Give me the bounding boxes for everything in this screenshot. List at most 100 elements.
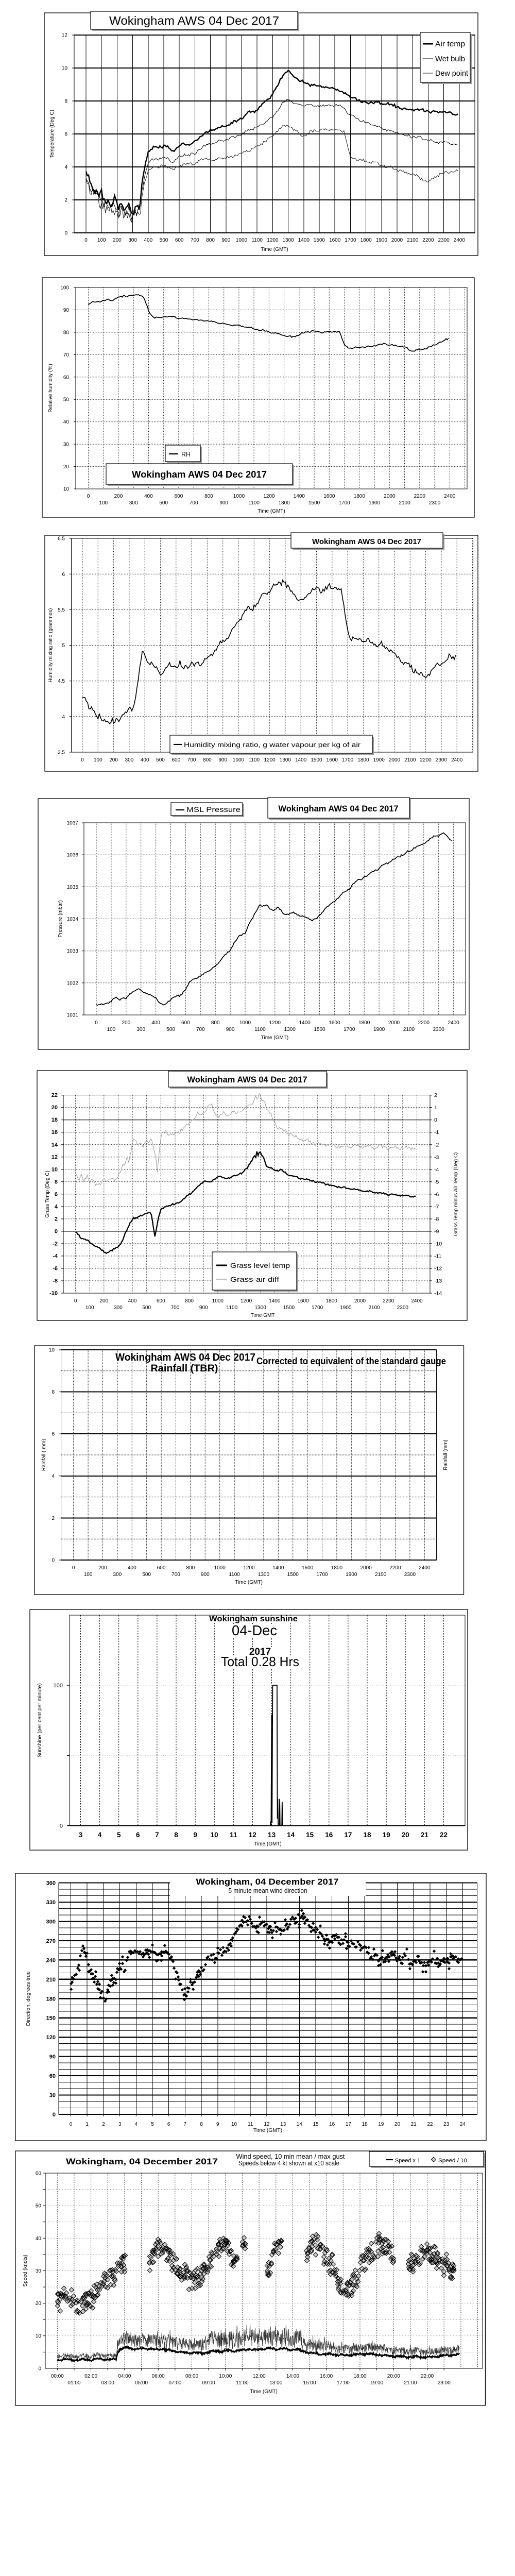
svg-text:20: 20	[63, 464, 70, 470]
svg-text:Time GMT: Time GMT	[251, 1313, 275, 1318]
svg-text:1700: 1700	[345, 238, 356, 243]
svg-text:1200: 1200	[264, 757, 276, 763]
svg-text:-13: -13	[434, 1278, 442, 1284]
svg-text:4: 4	[98, 1831, 102, 1839]
svg-text:1300: 1300	[255, 1305, 267, 1311]
svg-text:2200: 2200	[420, 757, 432, 763]
svg-text:12:00: 12:00	[253, 2374, 266, 2379]
svg-text:900: 900	[221, 238, 230, 243]
svg-text:4.5: 4.5	[58, 679, 65, 684]
svg-text:40: 40	[63, 419, 70, 425]
svg-text:1900: 1900	[373, 1027, 385, 1032]
svg-text:300: 300	[128, 238, 137, 243]
svg-text:1300: 1300	[280, 757, 291, 763]
svg-text:2400: 2400	[454, 238, 466, 243]
svg-text:Air temp: Air temp	[435, 40, 465, 48]
svg-text:8: 8	[55, 1179, 58, 1185]
svg-text:2000: 2000	[388, 1020, 400, 1026]
svg-text:400: 400	[151, 1020, 160, 1026]
svg-text:0: 0	[95, 1020, 98, 1026]
svg-text:1100: 1100	[229, 1572, 240, 1578]
svg-text:20: 20	[402, 1831, 409, 1839]
svg-text:10: 10	[62, 66, 68, 72]
svg-text:-8: -8	[53, 1278, 58, 1284]
svg-text:08:00: 08:00	[185, 2374, 198, 2379]
svg-text:Temperature (Deg C): Temperature (Deg C)	[49, 110, 55, 158]
svg-text:200: 200	[122, 1020, 130, 1026]
svg-text:-9: -9	[434, 1228, 439, 1234]
svg-text:1035: 1035	[67, 885, 79, 890]
svg-text:13: 13	[268, 1831, 276, 1839]
svg-text:Time (GMT): Time (GMT)	[235, 1580, 263, 1585]
svg-text:1700: 1700	[338, 500, 350, 506]
svg-text:01:00: 01:00	[67, 2380, 80, 2386]
svg-text:1800: 1800	[331, 1565, 343, 1571]
svg-text:1800: 1800	[360, 238, 372, 243]
svg-text:1100: 1100	[227, 1305, 238, 1311]
svg-text:20:00: 20:00	[387, 2374, 400, 2379]
svg-text:1000: 1000	[233, 757, 245, 763]
svg-text:10: 10	[36, 2333, 42, 2339]
svg-text:2300: 2300	[438, 238, 450, 243]
svg-text:1032: 1032	[67, 980, 79, 986]
svg-text:16: 16	[52, 1129, 58, 1136]
svg-text:6: 6	[55, 1191, 58, 1197]
svg-text:Humidity mixing ratio, g water: Humidity mixing ratio, g water vapour pe…	[184, 741, 361, 749]
svg-text:16: 16	[329, 2122, 335, 2127]
svg-text:2000: 2000	[389, 757, 401, 763]
svg-text:2400: 2400	[444, 494, 456, 499]
svg-text:5: 5	[62, 643, 65, 649]
svg-text:300: 300	[113, 1572, 122, 1578]
svg-text:900: 900	[199, 1305, 208, 1311]
svg-text:60: 60	[36, 2171, 42, 2176]
svg-text:4: 4	[62, 714, 65, 720]
svg-text:15:00: 15:00	[303, 2380, 316, 2386]
svg-text:12: 12	[264, 2122, 270, 2127]
svg-text:1600: 1600	[302, 1565, 314, 1571]
svg-text:14: 14	[297, 2122, 303, 2127]
svg-text:Wokingham AWS 04 Dec 2017: Wokingham AWS 04 Dec 2017	[279, 804, 399, 814]
svg-text:1300: 1300	[278, 500, 290, 506]
svg-text:Speed (knots): Speed (knots)	[23, 2255, 28, 2286]
svg-text:300: 300	[129, 500, 138, 506]
svg-text:06:00: 06:00	[152, 2374, 165, 2379]
svg-text:1000: 1000	[214, 1565, 226, 1571]
svg-text:2300: 2300	[397, 1305, 409, 1311]
svg-text:2200: 2200	[383, 1298, 394, 1304]
svg-text:24: 24	[460, 2122, 466, 2127]
svg-text:19: 19	[383, 1831, 390, 1839]
svg-text:20: 20	[52, 1105, 58, 1111]
svg-text:80: 80	[63, 330, 70, 335]
svg-text:1900: 1900	[340, 1305, 352, 1311]
svg-text:1000: 1000	[239, 1020, 251, 1026]
svg-text:17:00: 17:00	[337, 2380, 350, 2386]
svg-text:500: 500	[156, 757, 165, 763]
svg-text:2400: 2400	[419, 1565, 431, 1571]
svg-text:0: 0	[70, 2122, 73, 2127]
svg-text:13:00: 13:00	[269, 2380, 282, 2386]
svg-text:330: 330	[46, 1900, 56, 1906]
svg-text:-4: -4	[53, 1253, 58, 1259]
svg-text:6: 6	[167, 2122, 170, 2127]
svg-text:2300: 2300	[433, 1027, 445, 1032]
svg-text:5 minute mean wind direction: 5 minute mean wind direction	[229, 1887, 307, 1894]
svg-text:-2: -2	[434, 1142, 439, 1148]
svg-text:6: 6	[136, 1831, 140, 1839]
svg-text:800: 800	[203, 757, 212, 763]
svg-text:-10: -10	[434, 1241, 442, 1247]
svg-text:1700: 1700	[312, 1305, 323, 1311]
svg-text:15: 15	[306, 1831, 314, 1839]
svg-text:30: 30	[36, 2268, 42, 2274]
svg-text:700: 700	[171, 1572, 180, 1578]
svg-text:2200: 2200	[422, 238, 434, 243]
svg-text:22: 22	[440, 1831, 448, 1839]
svg-text:18:00: 18:00	[353, 2374, 366, 2379]
svg-text:1500: 1500	[314, 1027, 325, 1032]
svg-text:Speed / 10: Speed / 10	[438, 2158, 467, 2164]
svg-text:10: 10	[52, 1166, 58, 1173]
svg-text:-6: -6	[53, 1265, 58, 1272]
svg-text:400: 400	[128, 1565, 136, 1571]
svg-text:Wind speed, 10 min mean / max: Wind speed, 10 min mean / max gust	[236, 2153, 346, 2160]
svg-text:700: 700	[191, 238, 199, 243]
svg-text:900: 900	[219, 500, 228, 506]
